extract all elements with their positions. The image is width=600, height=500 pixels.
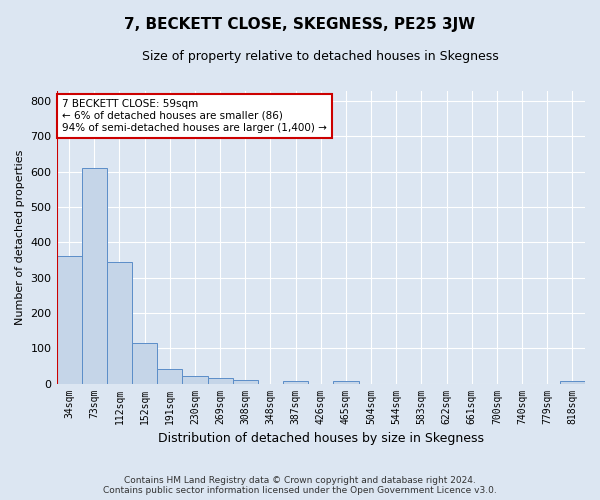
- Title: Size of property relative to detached houses in Skegness: Size of property relative to detached ho…: [142, 50, 499, 63]
- Bar: [82, 168, 107, 384]
- Y-axis label: Number of detached properties: Number of detached properties: [15, 150, 25, 324]
- Text: 7 BECKETT CLOSE: 59sqm
← 6% of detached houses are smaller (86)
94% of semi-deta: 7 BECKETT CLOSE: 59sqm ← 6% of detached …: [62, 100, 327, 132]
- Bar: [132, 343, 157, 384]
- Bar: [107, 262, 132, 384]
- Text: Contains HM Land Registry data © Crown copyright and database right 2024.
Contai: Contains HM Land Registry data © Crown c…: [103, 476, 497, 495]
- Bar: [56, 256, 82, 384]
- Bar: [334, 380, 359, 384]
- Bar: [283, 380, 308, 384]
- Bar: [560, 381, 585, 384]
- Text: 7, BECKETT CLOSE, SKEGNESS, PE25 3JW: 7, BECKETT CLOSE, SKEGNESS, PE25 3JW: [124, 18, 476, 32]
- Bar: [182, 376, 208, 384]
- Bar: [233, 380, 258, 384]
- X-axis label: Distribution of detached houses by size in Skegness: Distribution of detached houses by size …: [158, 432, 484, 445]
- Bar: [157, 370, 182, 384]
- Bar: [208, 378, 233, 384]
